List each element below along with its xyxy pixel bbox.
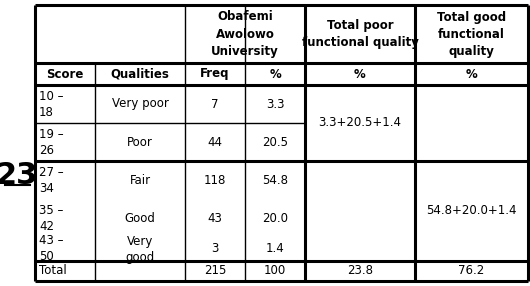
Text: 23: 23 — [0, 160, 38, 190]
Text: %: % — [354, 67, 366, 80]
Text: 1.4: 1.4 — [266, 243, 285, 255]
Text: 3: 3 — [211, 243, 219, 255]
Text: 35 –
42: 35 – 42 — [39, 204, 64, 233]
Text: Obafemi
Awolowo
University: Obafemi Awolowo University — [211, 11, 279, 57]
Text: 20.5: 20.5 — [262, 136, 288, 148]
Text: 27 –
34: 27 – 34 — [39, 166, 64, 194]
Text: 23.8: 23.8 — [347, 265, 373, 277]
Text: 215: 215 — [204, 265, 226, 277]
Text: Qualities: Qualities — [111, 67, 170, 80]
Text: 44: 44 — [208, 136, 223, 148]
Text: 43: 43 — [208, 212, 223, 225]
Text: 3.3+20.5+1.4: 3.3+20.5+1.4 — [319, 116, 402, 130]
Text: 43 –
50: 43 – 50 — [39, 235, 64, 263]
Text: %: % — [466, 67, 478, 80]
Text: Total poor
functional quality: Total poor functional quality — [302, 19, 419, 49]
Text: 118: 118 — [204, 174, 226, 186]
Text: 20.0: 20.0 — [262, 212, 288, 225]
Text: Freq: Freq — [200, 67, 229, 80]
Text: Score: Score — [46, 67, 84, 80]
Text: 54.8: 54.8 — [262, 174, 288, 186]
Text: 54.8+20.0+1.4: 54.8+20.0+1.4 — [426, 204, 517, 217]
Text: 7: 7 — [211, 98, 219, 110]
Text: 10 –
18: 10 – 18 — [39, 90, 64, 118]
Text: 19 –
26: 19 – 26 — [39, 128, 64, 156]
Text: Poor: Poor — [127, 136, 153, 148]
Text: 76.2: 76.2 — [458, 265, 484, 277]
Text: 100: 100 — [264, 265, 286, 277]
Text: Good: Good — [125, 212, 155, 225]
Text: Total: Total — [39, 265, 67, 277]
Text: 3.3: 3.3 — [266, 98, 284, 110]
Text: %: % — [269, 67, 281, 80]
Text: Total good
functional
quality: Total good functional quality — [437, 11, 506, 57]
Text: Very
good: Very good — [126, 235, 155, 263]
Text: Very poor: Very poor — [111, 98, 169, 110]
Text: Fair: Fair — [129, 174, 151, 186]
